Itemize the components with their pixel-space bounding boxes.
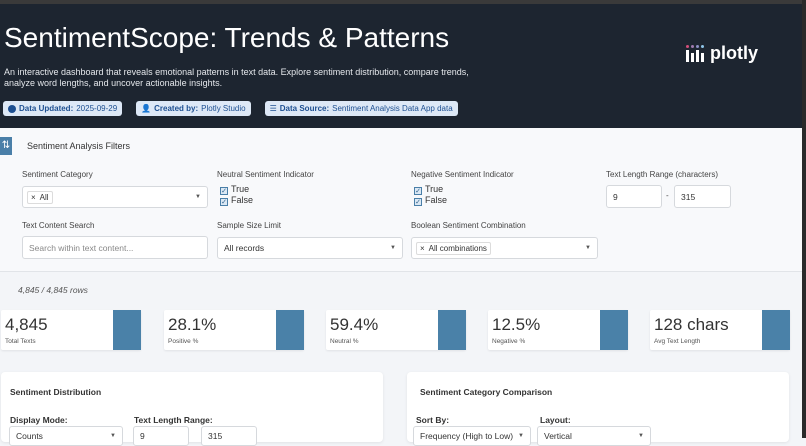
card-title: Sentiment Category Comparison bbox=[420, 387, 553, 397]
badge-label: Data Updated: bbox=[19, 104, 74, 113]
remove-icon[interactable]: × bbox=[420, 243, 425, 253]
chevron-down-icon: ▼ bbox=[110, 433, 116, 439]
kpi-neutral: 59.4% Neutral % bbox=[326, 310, 466, 350]
remove-icon[interactable]: × bbox=[31, 192, 36, 202]
chevron-down-icon: ▼ bbox=[638, 433, 644, 439]
kpi-positive: 28.1% Positive % bbox=[164, 310, 304, 350]
negative-true-checkbox[interactable]: ✓ True bbox=[414, 184, 443, 195]
filters-panel: ⇅ Sentiment Analysis Filters Sentiment C… bbox=[0, 128, 802, 272]
plotly-logo-text: plotly bbox=[710, 43, 758, 63]
text-search-input[interactable]: Search within text content... bbox=[22, 236, 208, 259]
kpi-accent-bar bbox=[438, 310, 466, 350]
option-label: False bbox=[231, 195, 254, 205]
check-circle-icon bbox=[8, 104, 16, 113]
option-label: True bbox=[425, 184, 444, 194]
kpi-value: 4,845 bbox=[5, 315, 48, 334]
badge-data-source: ☰ Data Source: Sentiment Analysis Data App… bbox=[264, 101, 458, 116]
kpi-avg-text-length: 128 chars Avg Text Length bbox=[650, 310, 790, 350]
neutral-false-checkbox[interactable]: ✓ False bbox=[220, 195, 253, 206]
page-description: An interactive dashboard that reveals em… bbox=[4, 67, 469, 88]
badge-label: Data Source: bbox=[279, 104, 330, 113]
page-title: SentimentScope: Trends & Patterns bbox=[4, 22, 450, 53]
layout-dropdown[interactable]: Vertical ▼ bbox=[537, 426, 651, 446]
kpi-accent-bar bbox=[600, 310, 628, 350]
text-length-label: Text Length Range (characters) bbox=[606, 170, 719, 179]
scrollbar[interactable] bbox=[802, 0, 806, 438]
sliders-icon[interactable]: ⇅ bbox=[0, 137, 12, 155]
badge-created-by: 👤 Created by: Plotly Studio bbox=[136, 101, 251, 116]
display-mode-dropdown[interactable]: Counts ▼ bbox=[9, 426, 123, 446]
card-title: Sentiment Distribution bbox=[10, 387, 102, 397]
kpi-label: Neutral % bbox=[330, 338, 359, 345]
badge-label: Created by: bbox=[154, 104, 199, 113]
header: SentimentScope: Trends & Patterns An int… bbox=[0, 4, 802, 128]
checkbox-checked-icon: ✓ bbox=[414, 198, 422, 206]
selected-value: Counts bbox=[16, 431, 43, 441]
plotly-logo: plotly bbox=[686, 44, 758, 62]
database-icon: ☰ bbox=[269, 104, 277, 113]
badge-value: Sentiment Analysis Data App data bbox=[332, 104, 453, 113]
sentiment-distribution-card: Sentiment Distribution Display Mode: Cou… bbox=[1, 372, 383, 446]
boolean-combination-dropdown[interactable]: × All combinations ▼ bbox=[411, 237, 598, 259]
row-count: 4,845 / 4,845 rows bbox=[18, 285, 88, 295]
display-mode-label: Display Mode: bbox=[10, 415, 68, 425]
kpi-total-texts: 4,845 Total Texts bbox=[1, 310, 141, 350]
checkbox-checked-icon: ✓ bbox=[220, 198, 228, 206]
selected-value: Vertical bbox=[544, 431, 572, 441]
text-length-min-input[interactable]: 9 bbox=[606, 185, 662, 208]
kpi-label: Avg Text Length bbox=[654, 338, 701, 345]
range-min-input[interactable]: 9 bbox=[133, 426, 189, 446]
kpi-accent-bar bbox=[276, 310, 304, 350]
range-separator: - bbox=[666, 191, 669, 200]
sample-size-dropdown[interactable]: All records ▼ bbox=[217, 237, 403, 259]
chevron-down-icon: ▼ bbox=[195, 194, 201, 200]
kpi-value: 28.1% bbox=[168, 315, 217, 334]
chevron-down-icon: ▼ bbox=[390, 245, 396, 251]
boolean-combination-label: Boolean Sentiment Combination bbox=[411, 221, 526, 230]
sample-size-label: Sample Size Limit bbox=[217, 221, 282, 230]
kpi-accent-bar bbox=[113, 310, 141, 350]
badge-value: 2025-09-29 bbox=[76, 104, 118, 113]
kpi-value: 128 chars bbox=[654, 315, 729, 334]
kpi-negative: 12.5% Negative % bbox=[488, 310, 628, 350]
chip-label: All combinations bbox=[428, 243, 487, 253]
text-length-max-input[interactable]: 315 bbox=[674, 185, 731, 208]
user-icon: 👤 bbox=[141, 104, 152, 113]
option-label: True bbox=[231, 184, 250, 194]
kpi-label: Total Texts bbox=[5, 338, 36, 345]
kpi-label: Negative % bbox=[492, 338, 526, 345]
sentiment-category-dropdown[interactable]: × All ▼ bbox=[22, 186, 208, 208]
filters-title: Sentiment Analysis Filters bbox=[27, 141, 131, 151]
sort-by-dropdown[interactable]: Frequency (High to Low) ▼ bbox=[413, 426, 531, 446]
badge-value: Plotly Studio bbox=[201, 104, 246, 113]
sort-by-label: Sort By: bbox=[416, 415, 450, 425]
selected-value: All records bbox=[224, 243, 265, 253]
selected-value: Frequency (High to Low) bbox=[420, 431, 514, 441]
plotly-logo-mark bbox=[686, 45, 704, 62]
text-length-range-label: Text Length Range: bbox=[134, 415, 213, 425]
negative-false-checkbox[interactable]: ✓ False bbox=[414, 195, 447, 206]
range-max-input[interactable]: 315 bbox=[201, 426, 257, 446]
neutral-indicator-label: Neutral Sentiment Indicator bbox=[217, 170, 314, 179]
sentiment-category-label: Sentiment Category bbox=[22, 170, 93, 179]
layout-label: Layout: bbox=[540, 415, 571, 425]
chevron-down-icon: ▼ bbox=[518, 433, 524, 439]
sentiment-comparison-card: Sentiment Category Comparison Sort By: F… bbox=[407, 372, 789, 446]
chip-label: All bbox=[39, 192, 49, 202]
checkbox-checked-icon: ✓ bbox=[220, 187, 228, 195]
negative-indicator-label: Negative Sentiment Indicator bbox=[411, 170, 514, 179]
chip-all-combinations[interactable]: × All combinations bbox=[416, 241, 491, 255]
badge-data-updated: Data Updated: 2025-09-29 bbox=[3, 101, 123, 116]
window-top-strip bbox=[0, 0, 806, 4]
kpi-value: 12.5% bbox=[492, 315, 541, 334]
option-label: False bbox=[425, 195, 448, 205]
text-search-label: Text Content Search bbox=[22, 221, 95, 230]
kpi-label: Positive % bbox=[168, 338, 199, 345]
chip-all[interactable]: × All bbox=[27, 190, 53, 204]
kpi-value: 59.4% bbox=[330, 315, 379, 334]
chevron-down-icon: ▼ bbox=[585, 245, 591, 251]
checkbox-checked-icon: ✓ bbox=[414, 187, 422, 195]
kpi-accent-bar bbox=[762, 310, 790, 350]
neutral-true-checkbox[interactable]: ✓ True bbox=[220, 184, 249, 195]
